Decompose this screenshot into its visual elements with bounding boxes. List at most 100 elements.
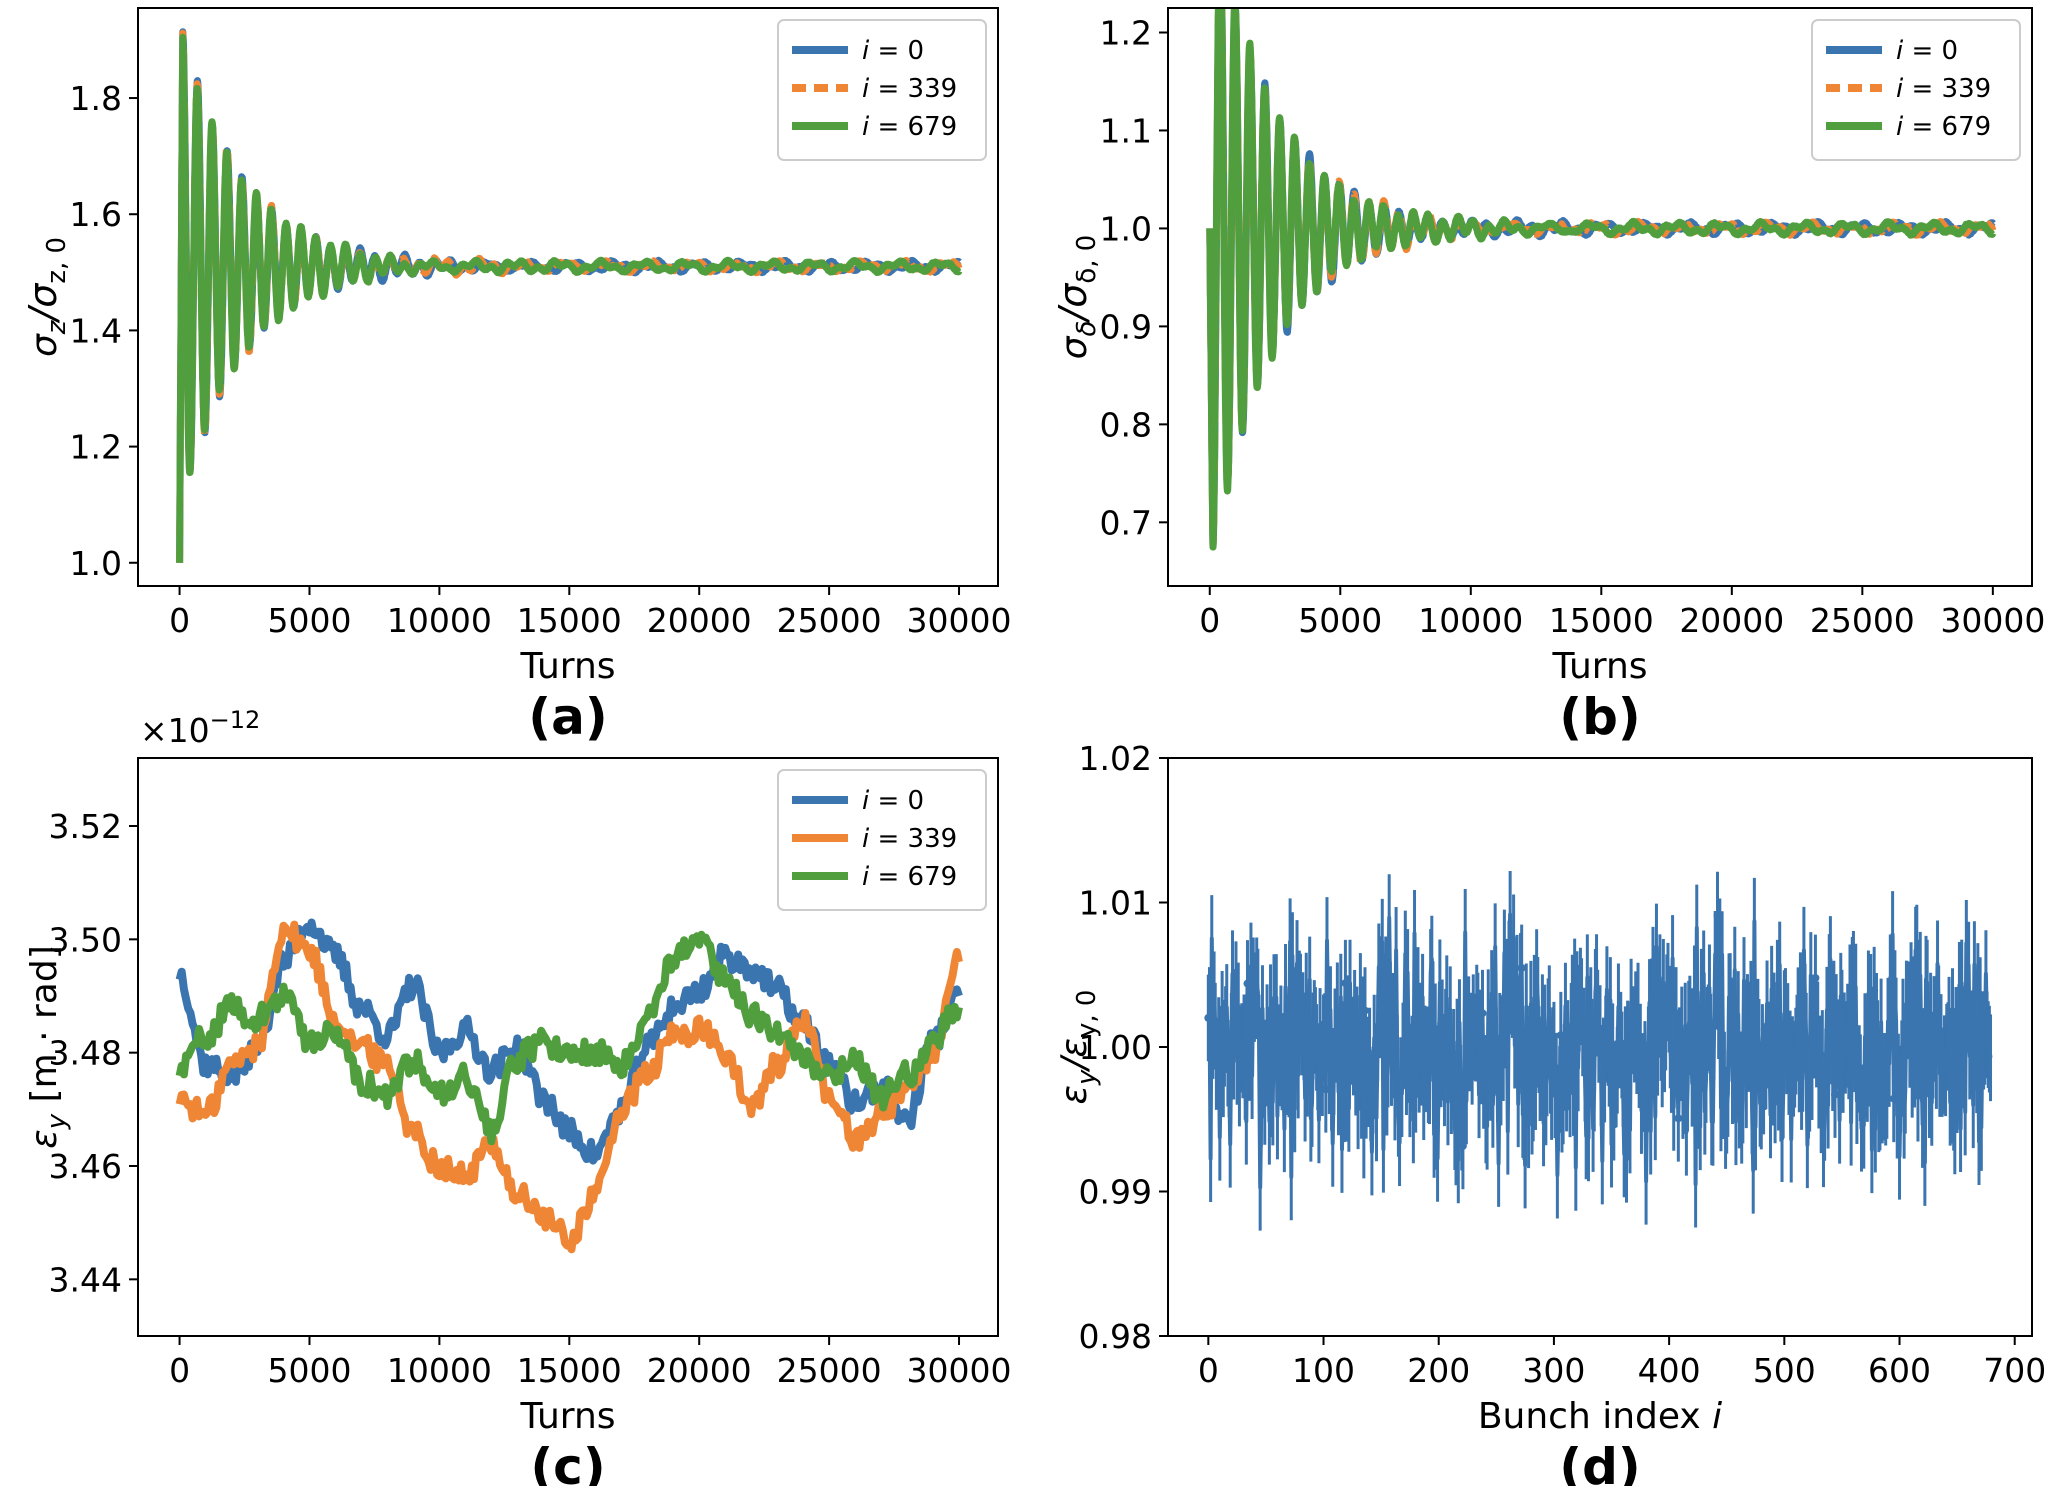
data-marker: [1791, 1047, 1800, 1056]
data-marker: [1928, 1051, 1937, 1060]
legend-var: i: [1896, 36, 1912, 66]
y-tick-label: 3.52: [49, 807, 122, 846]
y-axis-label-part: /σ: [1051, 282, 1095, 324]
data-marker: [1537, 1059, 1546, 1068]
offset-exponent: −12: [210, 706, 261, 734]
y-tick-label: 1.1: [1100, 111, 1152, 150]
y-axis-label-part: /ε: [1054, 1038, 1095, 1073]
data-marker: [1615, 1040, 1624, 1049]
offset-base: ×10: [140, 711, 210, 750]
series-line-2: [175, 930, 963, 1146]
y-axis-label-part: z, 0: [42, 237, 72, 284]
data-marker: [1400, 1041, 1409, 1050]
legend-value: = 339: [1912, 74, 1992, 104]
y-tick-label: 1.2: [1100, 13, 1152, 52]
legend-label: i = 339: [862, 74, 957, 104]
data-marker: [1635, 1060, 1644, 1069]
data-marker: [1302, 992, 1311, 1001]
x-tick-label: 300: [1522, 1351, 1585, 1390]
x-tick-label: 15000: [517, 601, 622, 640]
x-tick-label: 30000: [907, 1351, 1012, 1390]
data-marker: [1811, 973, 1820, 982]
x-tick-label: 0: [169, 1351, 190, 1390]
x-tick-label: 20000: [647, 1351, 752, 1390]
y-axis-label-part: σ: [1054, 335, 1095, 359]
panel-label: (a): [528, 688, 607, 746]
legend-var: i: [862, 786, 878, 816]
data-marker: [1458, 1141, 1467, 1150]
x-tick-label: 20000: [1679, 601, 1784, 640]
y-tick-label: 1.0: [70, 544, 122, 583]
y-tick-label: 3.50: [49, 920, 122, 959]
y-tick-label: 1.2: [70, 428, 122, 467]
legend-value: = 0: [878, 786, 925, 816]
legend-var: i: [862, 862, 878, 892]
legend-var: i: [1896, 74, 1912, 104]
data-marker: [1693, 1094, 1702, 1103]
data-marker: [1889, 1094, 1898, 1103]
axis-offset-label: ×10−12: [140, 706, 260, 750]
data-marker: [1556, 1031, 1565, 1040]
panel-label: (b): [1559, 688, 1641, 746]
y-axis-label-part: δ, 0: [1072, 235, 1102, 284]
legend-var: i: [862, 74, 878, 104]
data-marker: [1772, 1058, 1781, 1067]
x-tick-label: 700: [1983, 1351, 2046, 1390]
y-axis-label-part: y: [1072, 1069, 1102, 1086]
y-axis-label-part: y: [42, 1113, 72, 1130]
y-tick-label: 1.4: [70, 311, 122, 350]
data-marker: [1733, 1048, 1742, 1057]
x-tick-label: 25000: [1810, 601, 1915, 640]
legend-label: i = 679: [862, 862, 957, 892]
x-tick-label: 25000: [777, 1351, 882, 1390]
data-marker: [1478, 1009, 1487, 1018]
legend-value: = 339: [878, 824, 958, 854]
x-tick-label: 10000: [387, 1351, 492, 1390]
legend-label: i = 339: [1896, 74, 1991, 104]
legend-value: = 679: [878, 862, 958, 892]
y-axis-label-part: y, 0: [1072, 990, 1102, 1038]
y-axis-label-part: ε: [24, 1129, 65, 1148]
x-tick-label: 10000: [387, 601, 492, 640]
series-line-0: [175, 918, 963, 1165]
x-axis-label-text: Bunch index: [1478, 1396, 1712, 1437]
data-marker: [1596, 1024, 1604, 1033]
x-axis-label: Turns: [1551, 646, 1647, 687]
y-tick-label: 3.48: [49, 1034, 122, 1073]
data-marker: [1576, 987, 1585, 996]
y-tick-label: 3.44: [49, 1260, 122, 1299]
x-tick-label: 200: [1407, 1351, 1470, 1390]
legend-value: = 679: [878, 112, 958, 142]
legend-label: i = 0: [1896, 36, 1958, 66]
legend-value: = 0: [878, 36, 925, 66]
series-group: [175, 918, 963, 1254]
y-tick-label: 1.02: [1079, 739, 1152, 778]
data-marker: [1360, 1006, 1369, 1015]
panel-a: 0 5000 10000 15000 20000 25000 30000 1.0 1.2 1.4 1…: [21, 7, 1012, 746]
data-marker: [1498, 1034, 1507, 1043]
data-marker: [1968, 1029, 1977, 1038]
data-marker: [1321, 1085, 1330, 1094]
x-axis-label: Bunch index i: [1478, 1396, 1722, 1437]
legend-label: i = 0: [862, 786, 924, 816]
series-line-1: [175, 920, 963, 1254]
data-marker: [1948, 1007, 1957, 1016]
plot-frame: [1167, 7, 2033, 587]
series-line-2: [1206, 8, 1997, 551]
plot-frame: [137, 757, 999, 1337]
data-marker: [1439, 1053, 1448, 1062]
legend-value: = 339: [878, 74, 958, 104]
legend-var: i: [1896, 112, 1912, 142]
data-marker: [1850, 1044, 1859, 1053]
y-tick-label: 0.99: [1079, 1173, 1152, 1212]
x-tick-label: 30000: [907, 601, 1012, 640]
data-marker: [1419, 1092, 1428, 1101]
x-tick-label: 0: [1199, 601, 1220, 640]
panel-d: 0 100 200 300 400 500 600 700 0.98 0.99 1.00 1.01 1.…: [1054, 739, 2046, 1486]
data-marker: [1243, 979, 1252, 988]
series-line: [1206, 912, 1993, 1190]
data-marker: [1341, 979, 1350, 988]
x-tick-label: 400: [1638, 1351, 1701, 1390]
legend-var: i: [862, 824, 878, 854]
